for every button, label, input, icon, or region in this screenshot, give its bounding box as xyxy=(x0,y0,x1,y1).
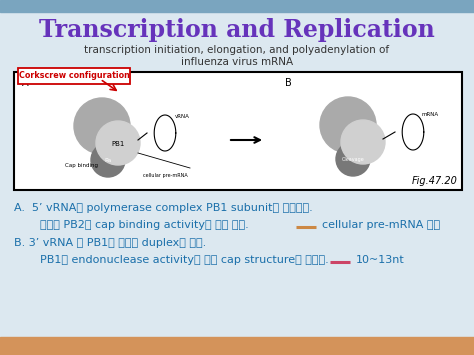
Text: mRNA: mRNA xyxy=(421,113,438,118)
Text: A: A xyxy=(22,78,28,88)
Text: B: B xyxy=(285,78,292,88)
Text: transcription initiation, elongation, and polyadenylation of: transcription initiation, elongation, an… xyxy=(84,45,390,55)
Text: cellular pre-mRNA 부착: cellular pre-mRNA 부착 xyxy=(322,220,440,230)
Text: influenza virus mRNA: influenza virus mRNA xyxy=(181,57,293,67)
Circle shape xyxy=(96,121,140,165)
Text: Transcription and Replication: Transcription and Replication xyxy=(39,18,435,42)
Text: Cleavage: Cleavage xyxy=(342,157,365,162)
FancyBboxPatch shape xyxy=(18,68,130,84)
Circle shape xyxy=(320,97,376,153)
Bar xyxy=(0,0,474,12)
Text: 그러면 PB2의 cap binding activity가 활성 된다.: 그러면 PB2의 cap binding activity가 활성 된다. xyxy=(26,220,249,230)
Text: PB1: PB1 xyxy=(111,141,125,147)
Text: Pa: Pa xyxy=(104,158,111,163)
Text: A.  5’ vRNA가 polymerase complex PB1 subunit에 위치한다.: A. 5’ vRNA가 polymerase complex PB1 subun… xyxy=(14,203,313,213)
Bar xyxy=(14,72,462,190)
Text: Cap binding: Cap binding xyxy=(65,164,99,169)
Circle shape xyxy=(341,120,385,164)
Text: B. 3’ vRNA 가 PB1에 빙어서 duplex가 된다.: B. 3’ vRNA 가 PB1에 빙어서 duplex가 된다. xyxy=(14,238,206,248)
Text: 10~13nt: 10~13nt xyxy=(356,255,405,265)
Text: Corkscrew configuration: Corkscrew configuration xyxy=(18,71,129,81)
Text: PB1의 endonuclease activity에 의해 cap structure가 잘린다.: PB1의 endonuclease activity에 의해 cap struc… xyxy=(26,255,329,265)
Circle shape xyxy=(91,143,125,177)
Circle shape xyxy=(74,98,130,154)
Text: cellular pre-mRNA: cellular pre-mRNA xyxy=(143,174,187,179)
Bar xyxy=(0,337,474,355)
Text: Fig.47.20: Fig.47.20 xyxy=(412,176,458,186)
Circle shape xyxy=(336,142,370,176)
Text: vRNA: vRNA xyxy=(174,114,190,119)
